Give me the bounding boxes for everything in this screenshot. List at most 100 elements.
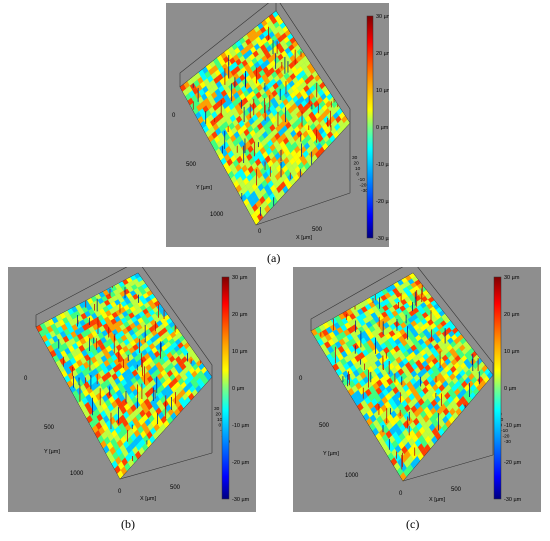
surface-cell xyxy=(444,333,451,341)
surface-cell xyxy=(78,392,86,400)
surface-cell xyxy=(412,355,419,363)
surface-cell xyxy=(434,336,441,344)
surface-cell xyxy=(289,177,296,186)
surface-cell xyxy=(422,305,430,312)
surface-cell xyxy=(108,349,115,357)
surface-cell xyxy=(296,110,303,119)
surface-cell xyxy=(362,383,369,392)
surface-cell xyxy=(120,317,128,324)
surface-cell xyxy=(167,408,174,416)
surface-cell xyxy=(118,452,126,462)
surface-cell xyxy=(325,100,332,108)
surface-cell xyxy=(460,362,467,370)
surface-cell xyxy=(420,302,427,309)
surface-cell xyxy=(286,153,293,162)
surface-cell xyxy=(286,94,293,103)
surface-cell xyxy=(71,369,79,378)
surface-cell xyxy=(274,32,281,39)
surface-cell xyxy=(180,363,187,371)
surface-cell xyxy=(191,352,198,360)
surface-cell xyxy=(274,14,281,22)
surface-cell xyxy=(259,107,266,115)
surface-cell xyxy=(364,328,372,335)
z-tick-label: -20 xyxy=(503,434,510,440)
surface-cell xyxy=(109,307,116,315)
surface-cell xyxy=(386,319,394,327)
surface-cell xyxy=(156,427,163,436)
surface-cell xyxy=(152,431,159,440)
surface-cell xyxy=(279,181,286,190)
surface-cell xyxy=(430,399,438,407)
surface-cell xyxy=(441,354,449,362)
surface-cell xyxy=(311,154,318,163)
surface-cell xyxy=(79,319,86,327)
surface-cell xyxy=(209,99,217,107)
surface-cell xyxy=(251,57,258,65)
surface-cell xyxy=(233,91,240,100)
surface-cell xyxy=(382,425,390,434)
surface-cell xyxy=(137,377,144,386)
surface-cell xyxy=(80,330,88,338)
surface-cell xyxy=(171,377,179,385)
surface-cell xyxy=(369,422,376,431)
surface-cell xyxy=(215,107,222,116)
surface-cell xyxy=(287,125,294,134)
surface-cell xyxy=(433,319,441,327)
surface-cell xyxy=(336,108,343,116)
surface-cell xyxy=(341,115,348,124)
surface-cell xyxy=(85,366,93,374)
surface-cell xyxy=(282,98,289,106)
y-tick-a-0: 0 xyxy=(172,113,176,119)
surface-cell xyxy=(426,349,433,357)
surface-cell xyxy=(149,435,156,444)
surface-cell xyxy=(43,320,51,328)
surface-cell xyxy=(112,365,119,373)
surface-cell xyxy=(417,321,424,328)
surface-cell xyxy=(422,379,430,387)
surface-cell xyxy=(415,334,422,342)
surface-cell xyxy=(402,332,409,340)
surface-cell xyxy=(369,414,377,423)
surface-cell xyxy=(373,411,381,420)
surface-cell xyxy=(110,361,117,369)
surface-cell xyxy=(361,356,369,364)
surface-cell xyxy=(440,403,447,412)
surface-cell xyxy=(271,71,278,79)
surface-cell xyxy=(188,90,195,98)
z-tick-label: 0 xyxy=(219,423,222,429)
surface-cell xyxy=(242,97,249,105)
surface-cell xyxy=(186,345,193,353)
surface-cell xyxy=(76,315,84,322)
surface-cell xyxy=(281,68,288,76)
surface-cell xyxy=(399,353,406,361)
surface-cell xyxy=(188,349,195,357)
surface-cell xyxy=(120,406,127,415)
surface-cell xyxy=(445,376,453,385)
surface-cell xyxy=(163,419,170,428)
surface-cell xyxy=(67,352,74,360)
surface-cell xyxy=(241,164,248,173)
surface-cell xyxy=(137,334,144,342)
surface-cell xyxy=(235,58,242,66)
surface-cell xyxy=(142,434,150,443)
surface-cell xyxy=(250,121,257,130)
surface-cell xyxy=(177,359,184,367)
surface-cell xyxy=(392,431,399,440)
surface-cell xyxy=(252,133,259,142)
surface-cell xyxy=(247,145,254,154)
surface-cell xyxy=(357,308,364,316)
colorbar-label: 30 µm xyxy=(376,14,389,20)
surface-cell xyxy=(152,306,159,314)
surface-cell xyxy=(436,347,443,355)
surface-cell xyxy=(260,208,267,218)
surface-cell xyxy=(359,371,367,380)
surface-cell xyxy=(433,303,440,310)
surface-cell xyxy=(236,135,243,144)
surface-cell xyxy=(89,344,96,352)
surface-cell xyxy=(404,369,411,377)
surface-cell xyxy=(396,383,403,391)
surface-cell xyxy=(79,302,86,309)
surface-cell xyxy=(272,188,279,198)
surface-cell xyxy=(342,310,350,318)
